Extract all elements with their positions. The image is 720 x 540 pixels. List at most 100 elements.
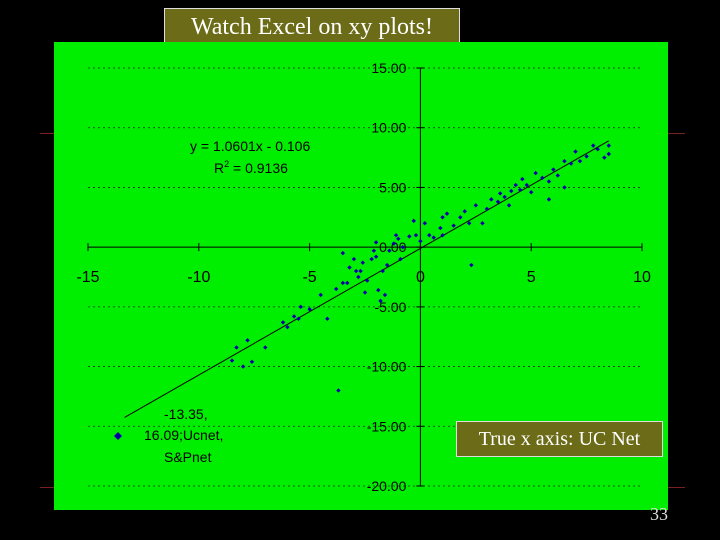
data-point (333, 286, 339, 292)
data-point (502, 194, 507, 200)
data-point (506, 203, 512, 208)
data-point (373, 240, 379, 245)
data-point (351, 256, 357, 262)
data-point (480, 221, 485, 226)
data-point (398, 256, 403, 262)
tick-labels: 15.00 10.00 5.00 0.00 -5.00 -10.00 -15.00 -20.0… (76, 60, 651, 494)
x-tick-label-3: 0 (416, 269, 425, 286)
data-point (382, 292, 388, 298)
data-point (285, 324, 290, 330)
data-point (358, 268, 363, 274)
legend-line-1: -13.35, (164, 406, 208, 422)
data-point (376, 287, 381, 293)
data-point (584, 154, 589, 159)
axes (87, 67, 643, 487)
data-point (296, 316, 301, 321)
data-point (573, 149, 578, 154)
data-point (458, 215, 463, 220)
data-point (307, 307, 312, 312)
data-point (484, 206, 490, 212)
legend-marker-icon (114, 432, 122, 440)
data-point (229, 358, 235, 363)
data-point (431, 235, 436, 240)
data-point (440, 233, 445, 238)
data-point (407, 234, 412, 239)
x-tick-label-2: -5 (302, 269, 316, 286)
data-point (497, 191, 503, 196)
data-point (384, 262, 390, 268)
data-point (387, 248, 392, 253)
legend-line-3: S&Pnet (164, 449, 212, 465)
slide-title: Watch Excel on xy plots! (164, 8, 460, 44)
data-point (418, 238, 423, 244)
y-tick-label-5: -10.00 (367, 359, 407, 375)
data-point (606, 143, 611, 148)
y-tick-label-7: -20.00 (367, 478, 407, 494)
data-point (291, 314, 297, 319)
data-point (345, 280, 350, 286)
data-point (391, 241, 397, 246)
data-point (546, 197, 552, 202)
data-point (451, 223, 456, 228)
data-point (347, 265, 352, 270)
data-point (473, 203, 478, 208)
gridlines (88, 67, 642, 487)
data-point (513, 182, 518, 188)
data-point (555, 173, 560, 178)
data-point (411, 218, 416, 224)
data-point (568, 161, 574, 166)
r-squared-label: R2 = 0.9136 (214, 159, 288, 176)
data-point (444, 211, 450, 216)
data-point (353, 268, 359, 274)
page-number: 33 (650, 504, 668, 524)
data-point (356, 274, 361, 280)
x-tick-label-0: -15 (76, 269, 99, 286)
data-point (325, 316, 330, 321)
data-point (606, 151, 611, 157)
data-point (336, 388, 341, 393)
data-point (393, 233, 399, 238)
data-point (551, 167, 556, 172)
data-point (360, 260, 365, 265)
data-point (400, 244, 405, 250)
y-tick-label-0: 15.00 (371, 60, 406, 76)
data-point (249, 359, 255, 364)
data-point (280, 320, 286, 325)
legend: -13.35, 16.09;Ucnet, S&Pnet (114, 406, 223, 465)
y-tick-label-1: 10.00 (371, 120, 406, 136)
data-point (495, 199, 501, 204)
y-tick-label-2: 5.00 (379, 179, 406, 195)
data-point (371, 248, 377, 253)
data-point (245, 338, 250, 343)
y-tick-label-4: -5.00 (374, 299, 406, 315)
data-point (234, 345, 239, 350)
y-tick-label-3: 0.00 (379, 239, 406, 255)
y-tick-label-6: -15.00 (367, 418, 407, 434)
data-point (413, 233, 419, 238)
data-point (546, 179, 552, 184)
x-tick-label-5: 10 (633, 269, 651, 286)
x-tick-label-1: -10 (187, 269, 210, 286)
data-point (422, 221, 428, 226)
data-point (340, 280, 346, 286)
data-point (469, 262, 474, 268)
true-x-axis-note: True x axis: UC Net (456, 421, 663, 457)
data-point (380, 268, 385, 274)
trendline-equation: y = 1.0601x - 0.106 (190, 138, 310, 154)
data-point (427, 233, 432, 238)
data-point (466, 221, 472, 226)
data-point (362, 290, 368, 295)
data-point (462, 209, 467, 214)
data-point (340, 250, 346, 256)
data-point (369, 256, 374, 262)
data-point (577, 158, 583, 164)
data-point (440, 215, 445, 220)
data-point (298, 304, 303, 310)
data-point (438, 225, 443, 231)
data-point (602, 155, 607, 160)
data-point (318, 292, 323, 298)
data-point (396, 236, 401, 241)
legend-line-2: 16.09;Ucnet, (144, 427, 223, 443)
data-point (591, 143, 596, 148)
data-point (240, 364, 246, 369)
